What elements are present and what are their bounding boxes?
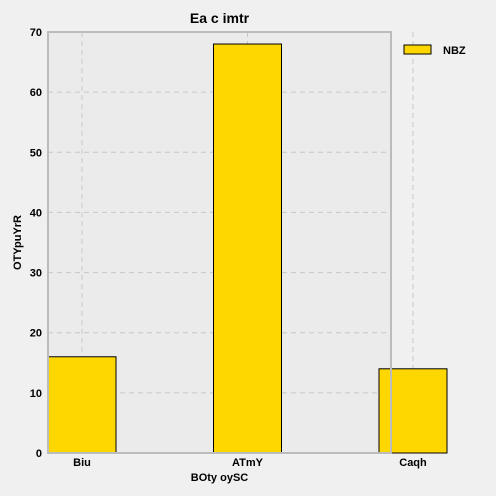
x-tick-label: Biu: [73, 457, 91, 469]
bar: [213, 43, 282, 454]
y-tick-label: 0: [36, 448, 42, 460]
y-tick-label: 60: [30, 87, 42, 99]
x-axis-ticks: Biu ATmY Caqh: [73, 457, 427, 469]
y-tick-label: 70: [30, 27, 42, 39]
y-tick-label: 50: [30, 147, 42, 159]
legend-swatch: [403, 44, 432, 55]
bar: [378, 368, 448, 454]
legend: NBZ: [403, 44, 466, 57]
legend-label: NBZ: [443, 45, 466, 57]
y-axis-label: OTYpuYrR: [12, 215, 24, 270]
y-tick-label: 30: [30, 268, 42, 280]
y-axis-ticks: 0 10 20 30 40 50 60 70: [30, 27, 42, 460]
chart-title: Ea c imtr: [190, 10, 250, 26]
x-tick-label: Caqh: [399, 457, 427, 469]
x-tick-label: ATmY: [232, 457, 264, 469]
y-tick-label: 20: [30, 328, 42, 340]
bar: [47, 356, 117, 454]
plot-frame: [47, 31, 392, 454]
x-axis-label: BOty oySC: [191, 472, 249, 484]
y-tick-label: 10: [30, 388, 42, 400]
y-tick-label: 40: [30, 207, 42, 219]
